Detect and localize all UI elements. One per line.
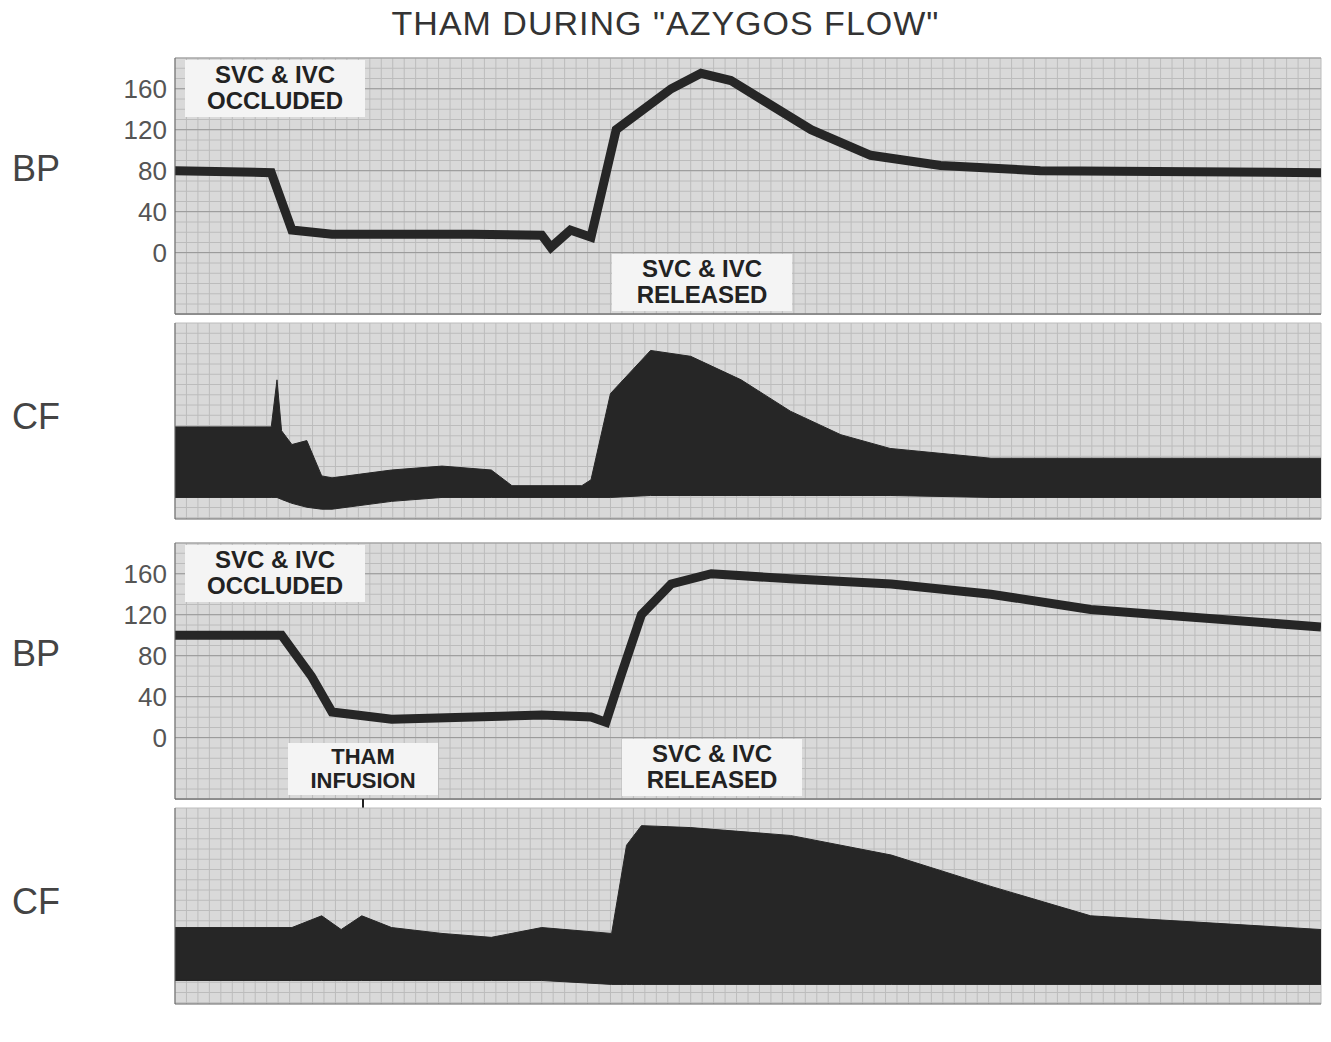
svg-text:160: 160	[124, 74, 167, 104]
html-text:BP: BP	[12, 633, 60, 674]
svg-text:120: 120	[124, 600, 167, 630]
html-text:CF: CF	[12, 881, 60, 922]
svg-text:40: 40	[138, 197, 167, 227]
html-text:SVC & IVC OCCLUDED: SVC & IVC OCCLUDED	[207, 546, 343, 600]
html-text:THAM INFUSION: THAM INFUSION	[310, 744, 416, 794]
svg-text:120: 120	[124, 115, 167, 145]
svg-text:0: 0	[153, 238, 167, 268]
html-text:SVC & IVC OCCLUDED: SVC & IVC OCCLUDED	[207, 61, 343, 115]
svg-text:80: 80	[138, 156, 167, 186]
svg-text:80: 80	[138, 641, 167, 671]
svg-text:160: 160	[124, 559, 167, 589]
svg-text:40: 40	[138, 682, 167, 712]
html-text:SVC & IVC RELEASED: SVC & IVC RELEASED	[646, 740, 778, 794]
svg-text:0: 0	[153, 723, 167, 753]
html-text:CF: CF	[12, 396, 60, 437]
html-text:THAM DURING "AZYGOS FLOW": THAM DURING "AZYGOS FLOW"	[391, 4, 940, 42]
html-text:BP: BP	[12, 148, 60, 189]
html-text:SVC & IVC RELEASED: SVC & IVC RELEASED	[636, 255, 768, 309]
